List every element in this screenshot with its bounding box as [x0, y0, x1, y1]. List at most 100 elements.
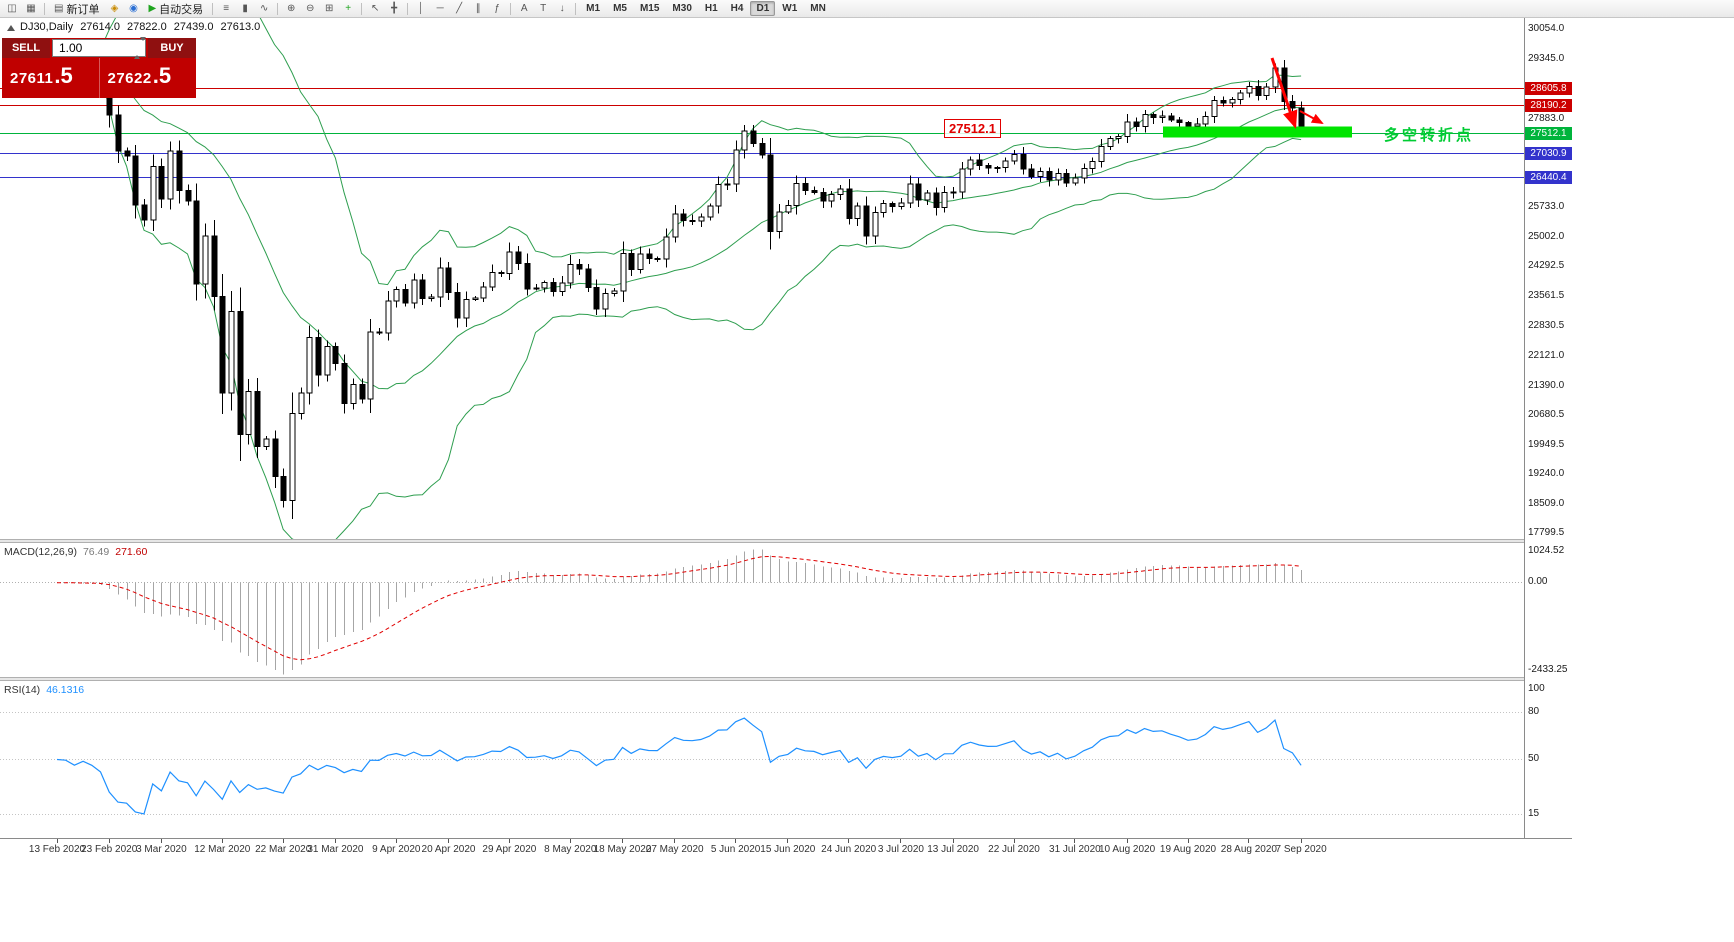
cursor-button[interactable]: ↖	[366, 1, 384, 16]
date-label: 31 Jul 2020	[1049, 844, 1101, 855]
timeframe-d1[interactable]: D1	[750, 1, 776, 16]
panel-splitter-macd[interactable]	[0, 539, 1572, 543]
date-label: 15 Jun 2020	[760, 844, 816, 855]
price-axis-label: 25002.0	[1528, 231, 1565, 243]
rsi-axis-label: 15	[1528, 807, 1540, 819]
turning-point-label[interactable]: 多空转折点	[1384, 127, 1475, 144]
volume-stepper[interactable]	[134, 37, 146, 59]
rsi-axis-label: 50	[1528, 753, 1540, 764]
rsi-layer	[0, 711, 1524, 815]
date-label: 3 Jul 2020	[877, 844, 924, 855]
trendline-button[interactable]: ╱	[450, 1, 468, 16]
volume-input[interactable]: 1.00	[52, 37, 146, 59]
toolbar-separator	[510, 2, 512, 15]
zoom-out-button[interactable]: ⊖	[301, 1, 319, 16]
sell-price[interactable]: 27611.5	[2, 58, 99, 98]
oneclick-collapse-arrow[interactable]	[7, 25, 15, 31]
small-red-arrow[interactable]	[1299, 110, 1324, 124]
trend-red-arrow[interactable]	[1270, 57, 1298, 129]
crosshair-button[interactable]: ╋	[385, 1, 403, 16]
chart-bars-button[interactable]: ≡	[217, 1, 235, 16]
channel-icon: ∥	[475, 3, 481, 14]
market-icon: ◉	[129, 3, 138, 14]
metaeditor-button[interactable]: ◈	[105, 1, 123, 16]
zoom-in-button[interactable]: ⊕	[282, 1, 300, 16]
macd-main-value: 76.49	[82, 546, 110, 558]
sell-price-main: 27611	[10, 70, 54, 87]
timeframe-m30[interactable]: M30	[672, 3, 692, 14]
rsi-axis-label: 80	[1528, 705, 1540, 717]
toolbar-separator	[575, 2, 577, 15]
rsi-name: RSI(14)	[4, 684, 41, 696]
candles-layer	[54, 46, 1305, 520]
timeframe-h1[interactable]: H1	[704, 3, 718, 14]
date-tick	[56, 839, 58, 843]
price-axis-label: 24292.5	[1528, 260, 1565, 272]
arrows-icon: ↓	[559, 3, 565, 14]
timeframe-m15[interactable]: M15	[639, 3, 660, 14]
autotrading-button[interactable]: ▶ 自动交易	[143, 1, 208, 16]
bollinger-lower	[56, 54, 1302, 539]
sell-price-frac: .5	[54, 63, 73, 88]
trendline-icon: ╱	[456, 3, 463, 14]
price-level-axis-label: 27512.1	[1525, 126, 1572, 140]
price-callout-label[interactable]: 27512.1	[944, 119, 1001, 138]
buy-price[interactable]: 27622.5	[98, 58, 197, 98]
date-tick	[1074, 839, 1076, 843]
arrows-button[interactable]: ↓	[553, 1, 571, 16]
date-tick	[160, 839, 162, 843]
chart-line-button[interactable]: ∿	[255, 1, 273, 16]
date-label: 28 Aug 2020	[1220, 844, 1277, 855]
label-button[interactable]: T	[534, 1, 552, 16]
vertical-line-button[interactable]: │	[412, 1, 430, 16]
buy-button[interactable]: BUY	[148, 38, 196, 58]
profiles-button[interactable]: ▦	[22, 1, 40, 16]
indicators-button[interactable]: +	[339, 1, 357, 16]
panel-splitter-rsi[interactable]	[0, 677, 1572, 681]
stepper-down-icon[interactable]	[140, 37, 146, 55]
date-tick	[334, 839, 336, 843]
rsi-indicator-label: RSI(14) 46.1316	[4, 684, 84, 696]
highlight-bar[interactable]	[1163, 126, 1352, 138]
low-value: 27439.0	[173, 21, 214, 33]
high-value: 27822.0	[126, 21, 167, 33]
date-axis[interactable]: 13 Feb 2020 23 Feb 2020 3 Mar 2020 12 Mar 2…	[0, 838, 1572, 856]
price-axis[interactable]: 30054.0 29345.0 27883.0 25733.0 25002.0 24292…	[1524, 18, 1572, 856]
date-label: 10 Aug 2020	[1099, 844, 1156, 855]
buy-price-main: 27622	[107, 70, 152, 87]
chart-candles-button[interactable]: ▮	[236, 1, 254, 16]
sell-button[interactable]: SELL	[2, 38, 50, 58]
close-value: 27613.0	[220, 21, 261, 33]
timeframe-m1[interactable]: M1	[586, 3, 601, 14]
autotrading-button-label: 自动交易	[159, 3, 204, 16]
text-button[interactable]: A	[515, 1, 533, 16]
new-order-button[interactable]: ▤ 新订单	[49, 1, 104, 16]
autotrading-icon: ▶	[148, 3, 157, 14]
tile-windows-button[interactable]: ⊞	[320, 1, 338, 16]
macd-layer	[0, 549, 1524, 675]
date-tick	[282, 839, 284, 843]
price-level-axis-label: 27030.9	[1525, 146, 1572, 160]
date-tick	[508, 839, 510, 843]
timeframe-m5[interactable]: M5	[613, 3, 627, 14]
timeframe-w1[interactable]: W1	[782, 3, 798, 14]
open-value: 27614.0	[80, 21, 120, 33]
timeframe-h4[interactable]: H4	[730, 3, 744, 14]
volume-value: 1.00	[59, 41, 83, 55]
market-button[interactable]: ◉	[124, 1, 142, 16]
timeframe-mn[interactable]: MN	[810, 3, 826, 14]
new-order-icon: ▤	[54, 3, 64, 14]
new-chart-button[interactable]: ◫	[3, 1, 21, 16]
horizontal-line-icon: ─	[436, 3, 444, 14]
fibonacci-button[interactable]: ƒ	[488, 1, 506, 16]
horizontal-line-button[interactable]: ─	[431, 1, 449, 16]
price-axis-label: 19240.0	[1528, 468, 1565, 480]
zoom-in-icon: ⊕	[286, 3, 296, 14]
tile-windows-icon: ⊞	[324, 3, 334, 14]
date-tick	[1300, 839, 1302, 843]
channel-button[interactable]: ∥	[469, 1, 487, 16]
date-label: 23 Feb 2020	[81, 844, 138, 855]
cursor-icon: ↖	[370, 3, 380, 14]
date-label: 13 Jul 2020	[927, 844, 979, 855]
